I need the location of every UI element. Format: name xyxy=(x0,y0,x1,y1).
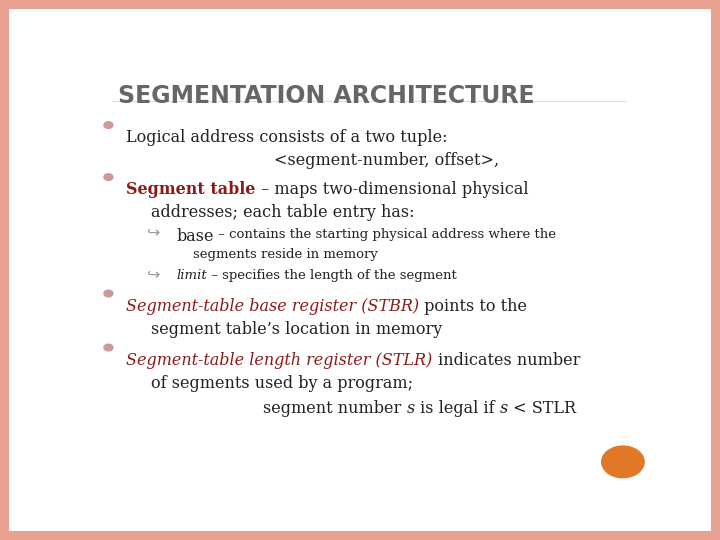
Text: addresses; each table entry has:: addresses; each table entry has: xyxy=(151,204,415,221)
Text: SEGMENTATION ARCHITECTURE: SEGMENTATION ARCHITECTURE xyxy=(118,84,534,107)
Text: segment number: segment number xyxy=(263,400,406,416)
Text: Segment-table base register (STBR): Segment-table base register (STBR) xyxy=(126,298,419,315)
Text: segments reside in memory: segments reside in memory xyxy=(193,248,378,261)
Text: base: base xyxy=(176,228,214,245)
Circle shape xyxy=(104,174,113,180)
Circle shape xyxy=(602,446,644,478)
Circle shape xyxy=(104,122,113,129)
Circle shape xyxy=(104,344,113,351)
Text: points to the: points to the xyxy=(419,298,527,315)
Circle shape xyxy=(104,290,113,297)
Text: s: s xyxy=(500,400,508,416)
Text: < STLR: < STLR xyxy=(508,400,576,416)
Text: – maps two-dimensional physical: – maps two-dimensional physical xyxy=(256,181,528,198)
Text: – contains the starting physical address where the: – contains the starting physical address… xyxy=(214,228,556,241)
Text: Segment-table length register (STLR): Segment-table length register (STLR) xyxy=(126,352,433,369)
Text: Segment table: Segment table xyxy=(126,181,256,198)
Text: – specifies the length of the segment: – specifies the length of the segment xyxy=(207,269,457,282)
Text: ↪: ↪ xyxy=(145,267,159,282)
Text: <segment-number, offset>,: <segment-number, offset>, xyxy=(274,152,499,169)
Text: Logical address consists of a two tuple:: Logical address consists of a two tuple: xyxy=(126,129,448,146)
Text: limit: limit xyxy=(176,269,207,282)
Text: ↪: ↪ xyxy=(145,225,159,240)
Text: indicates number: indicates number xyxy=(433,352,580,369)
Text: of segments used by a program;: of segments used by a program; xyxy=(151,375,413,392)
Text: segment table’s location in memory: segment table’s location in memory xyxy=(151,321,443,338)
Text: is legal if: is legal if xyxy=(415,400,500,416)
Text: s: s xyxy=(406,400,415,416)
